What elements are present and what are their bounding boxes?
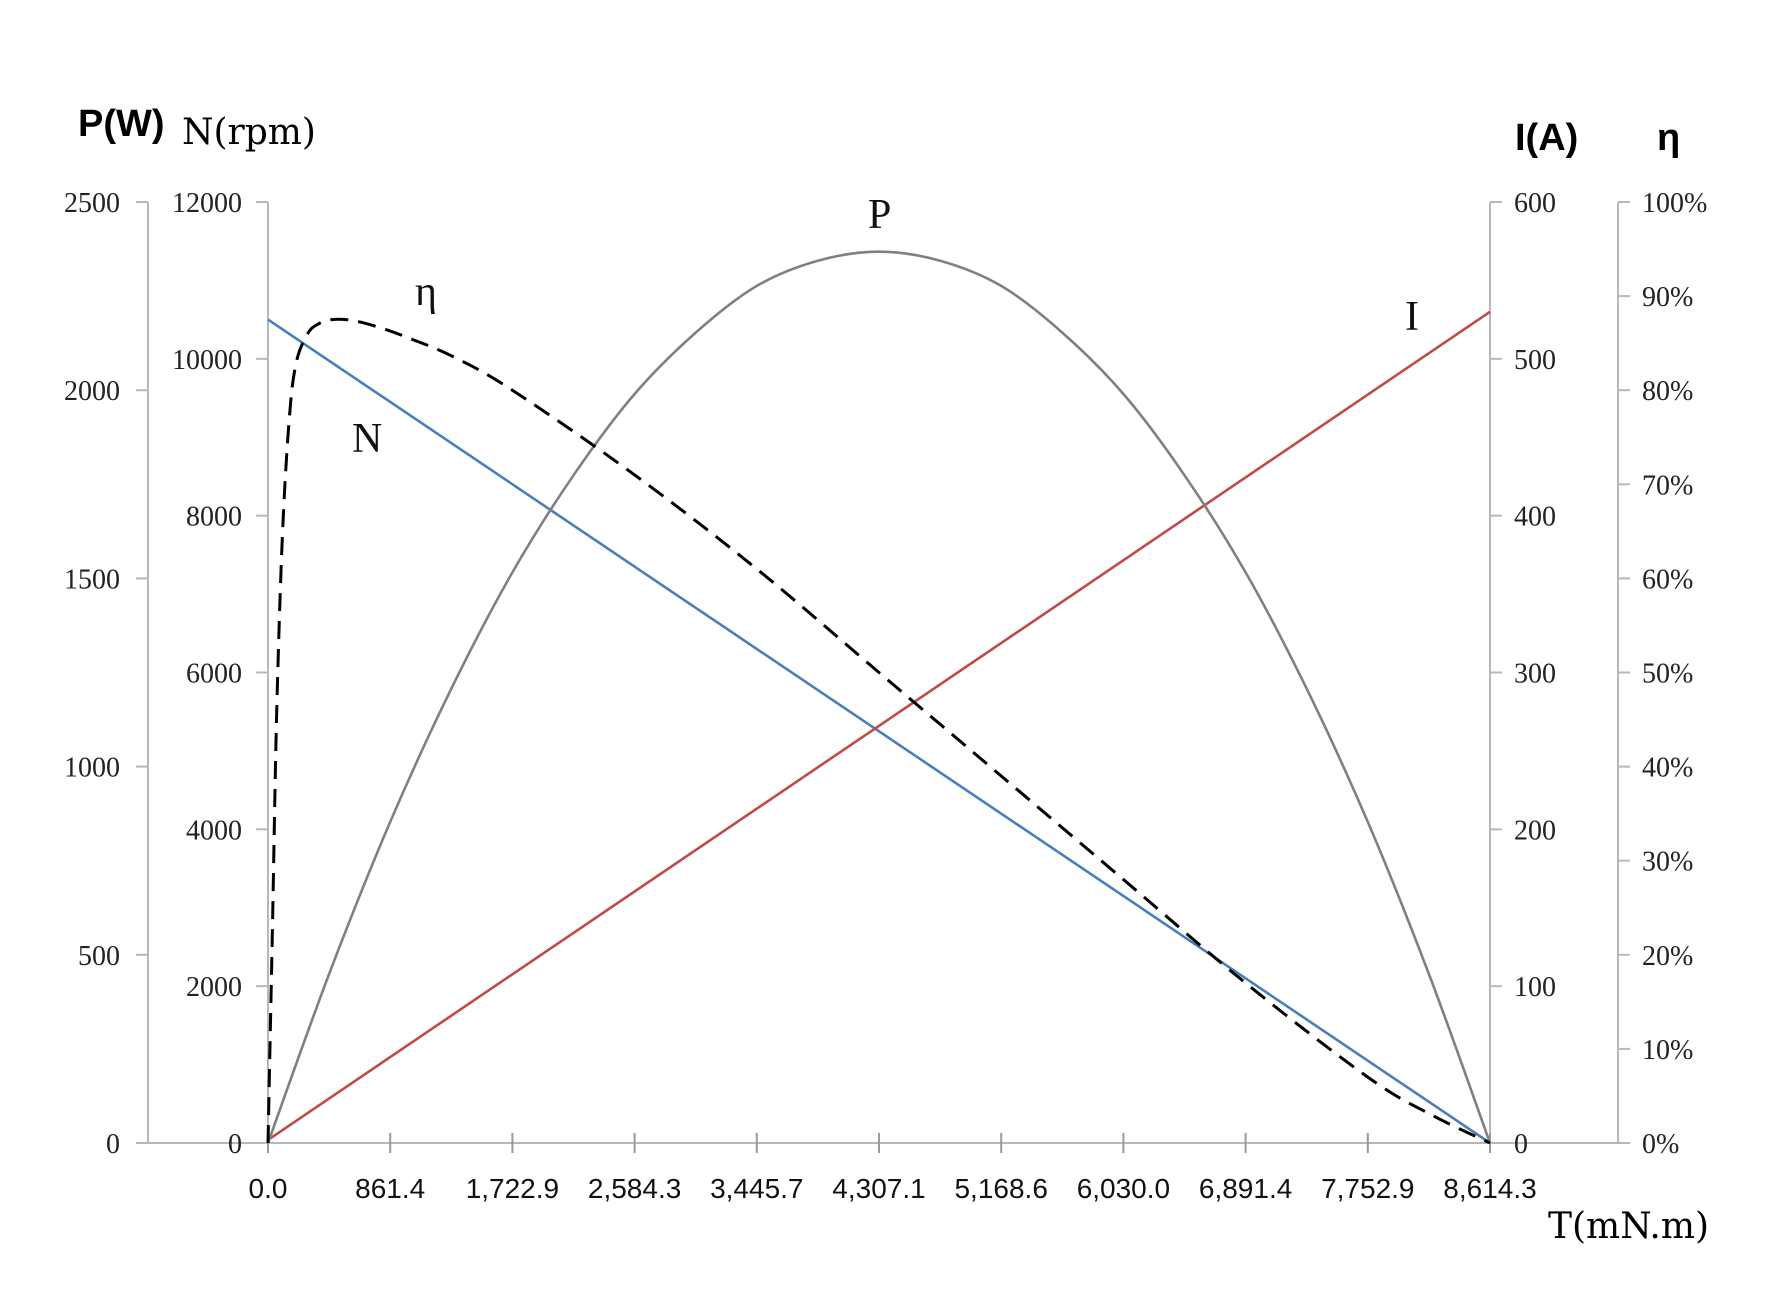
speed-tick-label: 4000	[186, 815, 242, 846]
x-tick-label: 1,722.9	[466, 1173, 559, 1204]
x-tick-label: 7,752.9	[1321, 1173, 1414, 1204]
speed-tick-label: 0	[228, 1129, 242, 1160]
series-line-current	[267, 310, 1491, 1141]
x-tick-label: 6,891.4	[1199, 1173, 1292, 1204]
series-line-speed	[267, 318, 1491, 1145]
x-tick-label: 5,168.6	[954, 1173, 1047, 1204]
x-tick-label: 3,445.7	[710, 1173, 803, 1204]
curve-label-p: P	[868, 192, 891, 238]
current-tick-label: 0	[1514, 1129, 1528, 1160]
x-tick-label: 4,307.1	[832, 1173, 925, 1204]
speed-tick-label: 6000	[186, 659, 242, 690]
current-tick-label: 400	[1514, 502, 1556, 533]
power-tick-label: 2000	[64, 376, 120, 407]
efficiency-tick-label: 40%	[1642, 753, 1693, 784]
efficiency-tick-label: 100%	[1642, 188, 1707, 219]
current-tick-label: 600	[1514, 188, 1556, 219]
current-tick-label: 500	[1514, 345, 1556, 376]
speed-tick-label: 10000	[172, 345, 242, 376]
efficiency-tick-label: 80%	[1642, 376, 1693, 407]
axes-layer: 0500100015002000250002000400060008000100…	[64, 188, 1707, 1204]
efficiency-tick-label: 20%	[1642, 941, 1693, 972]
power-tick-label: 1000	[64, 753, 120, 784]
x-tick-label: 861.4	[355, 1173, 425, 1204]
series-line-efficiency	[266, 317, 1491, 1145]
x-axis-title: T(mN.m)	[1548, 1206, 1709, 1247]
speed-tick-label: 12000	[172, 188, 242, 219]
curve-label-i: I	[1405, 294, 1419, 340]
current-tick-label: 300	[1514, 659, 1556, 690]
current-tick-label: 100	[1514, 972, 1556, 1003]
series-layer	[266, 250, 1492, 1145]
curve-label-eta: η	[415, 269, 437, 315]
power-tick-label: 2500	[64, 188, 120, 219]
current-tick-label: 200	[1514, 815, 1556, 846]
power-tick-label: 1500	[64, 564, 120, 595]
power-tick-label: 0	[106, 1129, 120, 1160]
efficiency-tick-label: 0%	[1642, 1129, 1679, 1160]
series-line-power	[266, 250, 1492, 1144]
efficiency-tick-label: 10%	[1642, 1035, 1693, 1066]
efficiency-tick-label: 60%	[1642, 564, 1693, 595]
curve-label-n: N	[352, 416, 382, 462]
power-axis-title: P(W)	[78, 103, 165, 145]
efficiency-axis-title: η	[1657, 117, 1680, 159]
x-tick-label: 0.0	[249, 1173, 288, 1204]
speed-axis-title: N(rpm)	[182, 112, 316, 153]
power-tick-label: 500	[78, 941, 120, 972]
efficiency-tick-label: 70%	[1642, 470, 1693, 501]
x-tick-label: 6,030.0	[1077, 1173, 1170, 1204]
efficiency-tick-label: 50%	[1642, 659, 1693, 690]
labels-layer: P(W) N(rpm) I(A) η T(mN.m) N η P I	[78, 103, 1709, 1247]
x-tick-label: 2,584.3	[588, 1173, 681, 1204]
speed-tick-label: 2000	[186, 972, 242, 1003]
speed-tick-label: 8000	[186, 502, 242, 533]
efficiency-tick-label: 30%	[1642, 847, 1693, 878]
current-axis-title: I(A)	[1515, 117, 1578, 159]
efficiency-tick-label: 90%	[1642, 282, 1693, 313]
x-tick-label: 8,614.3	[1443, 1173, 1536, 1204]
